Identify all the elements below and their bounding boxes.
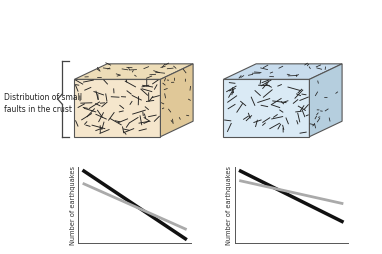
- Polygon shape: [74, 65, 193, 80]
- Text: Distribution of small
faults in the crust: Distribution of small faults in the crus…: [4, 92, 82, 113]
- Polygon shape: [160, 65, 193, 137]
- Polygon shape: [309, 65, 342, 137]
- Y-axis label: Number of earthquakes: Number of earthquakes: [70, 166, 76, 244]
- Polygon shape: [74, 80, 160, 137]
- Y-axis label: Number of earthquakes: Number of earthquakes: [226, 166, 232, 244]
- Polygon shape: [223, 80, 309, 137]
- Polygon shape: [223, 65, 342, 80]
